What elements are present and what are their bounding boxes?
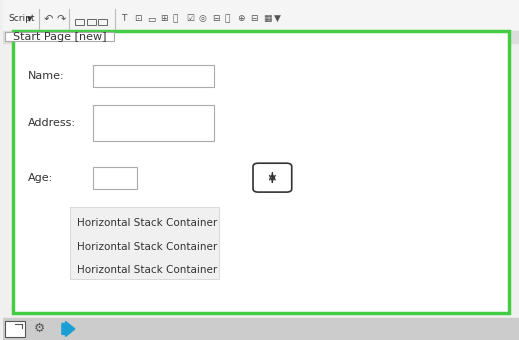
Text: ▼: ▼ [28, 16, 33, 22]
Text: Horizontal Stack Container: Horizontal Stack Container [77, 265, 217, 275]
Text: 📅: 📅 [173, 14, 179, 23]
Bar [13, 31, 509, 313]
Text: Horizontal Stack Container: Horizontal Stack Container [77, 241, 217, 252]
Text: ◎: ◎ [199, 14, 207, 23]
Bar [98, 19, 107, 25]
FancyBboxPatch shape [5, 32, 114, 41]
Text: ⊟: ⊟ [212, 14, 219, 23]
Text: T: T [121, 14, 127, 23]
Text: ↶: ↶ [44, 14, 53, 24]
Bar [3, 318, 519, 340]
Text: Script: Script [9, 14, 35, 23]
Bar [93, 105, 214, 141]
FancyBboxPatch shape [253, 163, 292, 192]
Text: Horizontal Stack Container: Horizontal Stack Container [77, 218, 217, 228]
Text: ↷: ↷ [57, 14, 66, 24]
Text: ⊞: ⊞ [160, 14, 168, 23]
Text: ⚙: ⚙ [34, 322, 45, 336]
Text: ⊡: ⊡ [134, 14, 142, 23]
Text: ▭: ▭ [147, 14, 156, 23]
Text: ▦: ▦ [263, 14, 272, 23]
Text: 🖼: 🖼 [225, 14, 230, 23]
FancyArrow shape [62, 322, 75, 337]
Text: ⊕: ⊕ [238, 14, 245, 23]
Text: Start Page [new]: Start Page [new] [12, 32, 106, 42]
Text: Age:: Age: [29, 173, 53, 183]
Text: ☑: ☑ [186, 14, 194, 23]
Bar [5, 321, 25, 337]
Text: ⊟: ⊟ [251, 14, 258, 23]
Bar [87, 19, 96, 25]
Text: ▼: ▼ [274, 14, 281, 23]
Bar [93, 167, 137, 189]
Bar [3, 0, 519, 32]
Bar [3, 31, 519, 42]
Bar [70, 207, 220, 279]
Text: Name:: Name: [29, 71, 65, 81]
Text: Address:: Address: [29, 118, 76, 128]
Bar [93, 65, 214, 87]
Bar [75, 19, 84, 25]
